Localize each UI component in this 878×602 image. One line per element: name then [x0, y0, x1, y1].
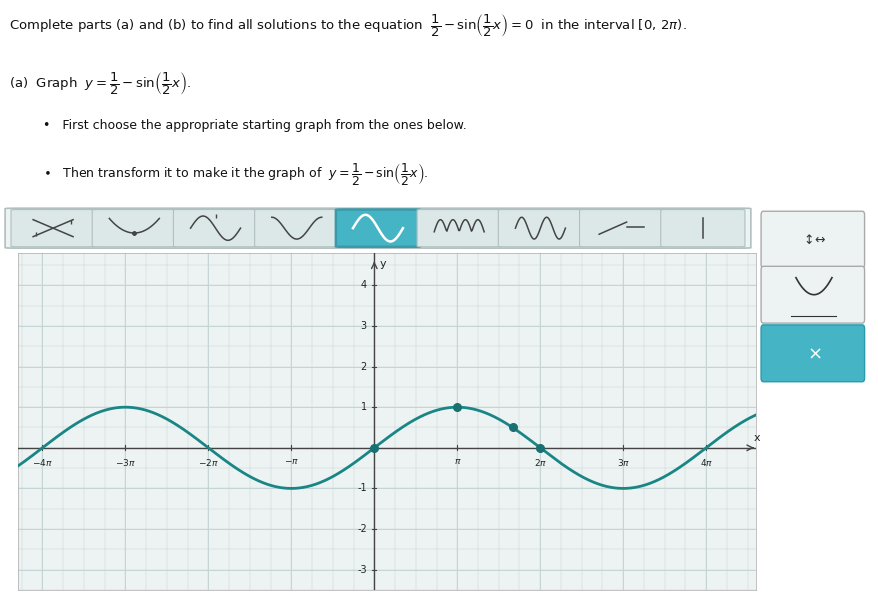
FancyBboxPatch shape [5, 208, 750, 248]
Text: $\updownarrow\!\!\leftrightarrow$: $\updownarrow\!\!\leftrightarrow$ [800, 232, 826, 247]
FancyBboxPatch shape [498, 209, 582, 247]
Text: -1: -1 [356, 483, 366, 494]
FancyBboxPatch shape [579, 209, 663, 247]
Text: $-2\pi$: $-2\pi$ [198, 457, 219, 468]
FancyBboxPatch shape [660, 209, 744, 247]
Text: x: x [752, 433, 759, 443]
FancyBboxPatch shape [173, 209, 257, 247]
FancyBboxPatch shape [760, 266, 864, 323]
Text: $\times$: $\times$ [806, 344, 820, 362]
Text: -3: -3 [356, 565, 366, 575]
Text: 1: 1 [360, 402, 366, 412]
Text: $\pi$: $\pi$ [453, 457, 461, 466]
Text: (a)  Graph  $y = \dfrac{1}{2} - \sin\!\left(\dfrac{1}{2}x\right)$.: (a) Graph $y = \dfrac{1}{2} - \sin\!\lef… [9, 70, 191, 96]
FancyBboxPatch shape [335, 209, 420, 247]
Text: •   First choose the appropriate starting graph from the ones below.: • First choose the appropriate starting … [42, 119, 466, 132]
Text: $-\pi$: $-\pi$ [284, 457, 299, 466]
FancyBboxPatch shape [760, 211, 864, 268]
Text: $-4\pi$: $-4\pi$ [32, 457, 53, 468]
Text: y: y [379, 259, 385, 268]
Text: $4\pi$: $4\pi$ [699, 457, 712, 468]
Text: $2\pi$: $2\pi$ [533, 457, 546, 468]
Text: $-3\pi$: $-3\pi$ [115, 457, 136, 468]
FancyBboxPatch shape [92, 209, 176, 247]
Text: $3\pi$: $3\pi$ [615, 457, 630, 468]
Text: 2: 2 [360, 362, 366, 371]
Text: 3: 3 [360, 321, 366, 331]
Text: -2: -2 [356, 524, 366, 534]
FancyBboxPatch shape [11, 209, 95, 247]
FancyBboxPatch shape [255, 209, 338, 247]
FancyBboxPatch shape [760, 325, 864, 382]
Text: $\bullet$   Then transform it to make it the graph of  $y = \dfrac{1}{2} - \sin\: $\bullet$ Then transform it to make it t… [42, 161, 428, 187]
FancyBboxPatch shape [417, 209, 500, 247]
Text: 4: 4 [360, 281, 366, 290]
Text: Complete parts (a) and (b) to find all solutions to the equation  $\dfrac{1}{2} : Complete parts (a) and (b) to find all s… [9, 12, 686, 39]
